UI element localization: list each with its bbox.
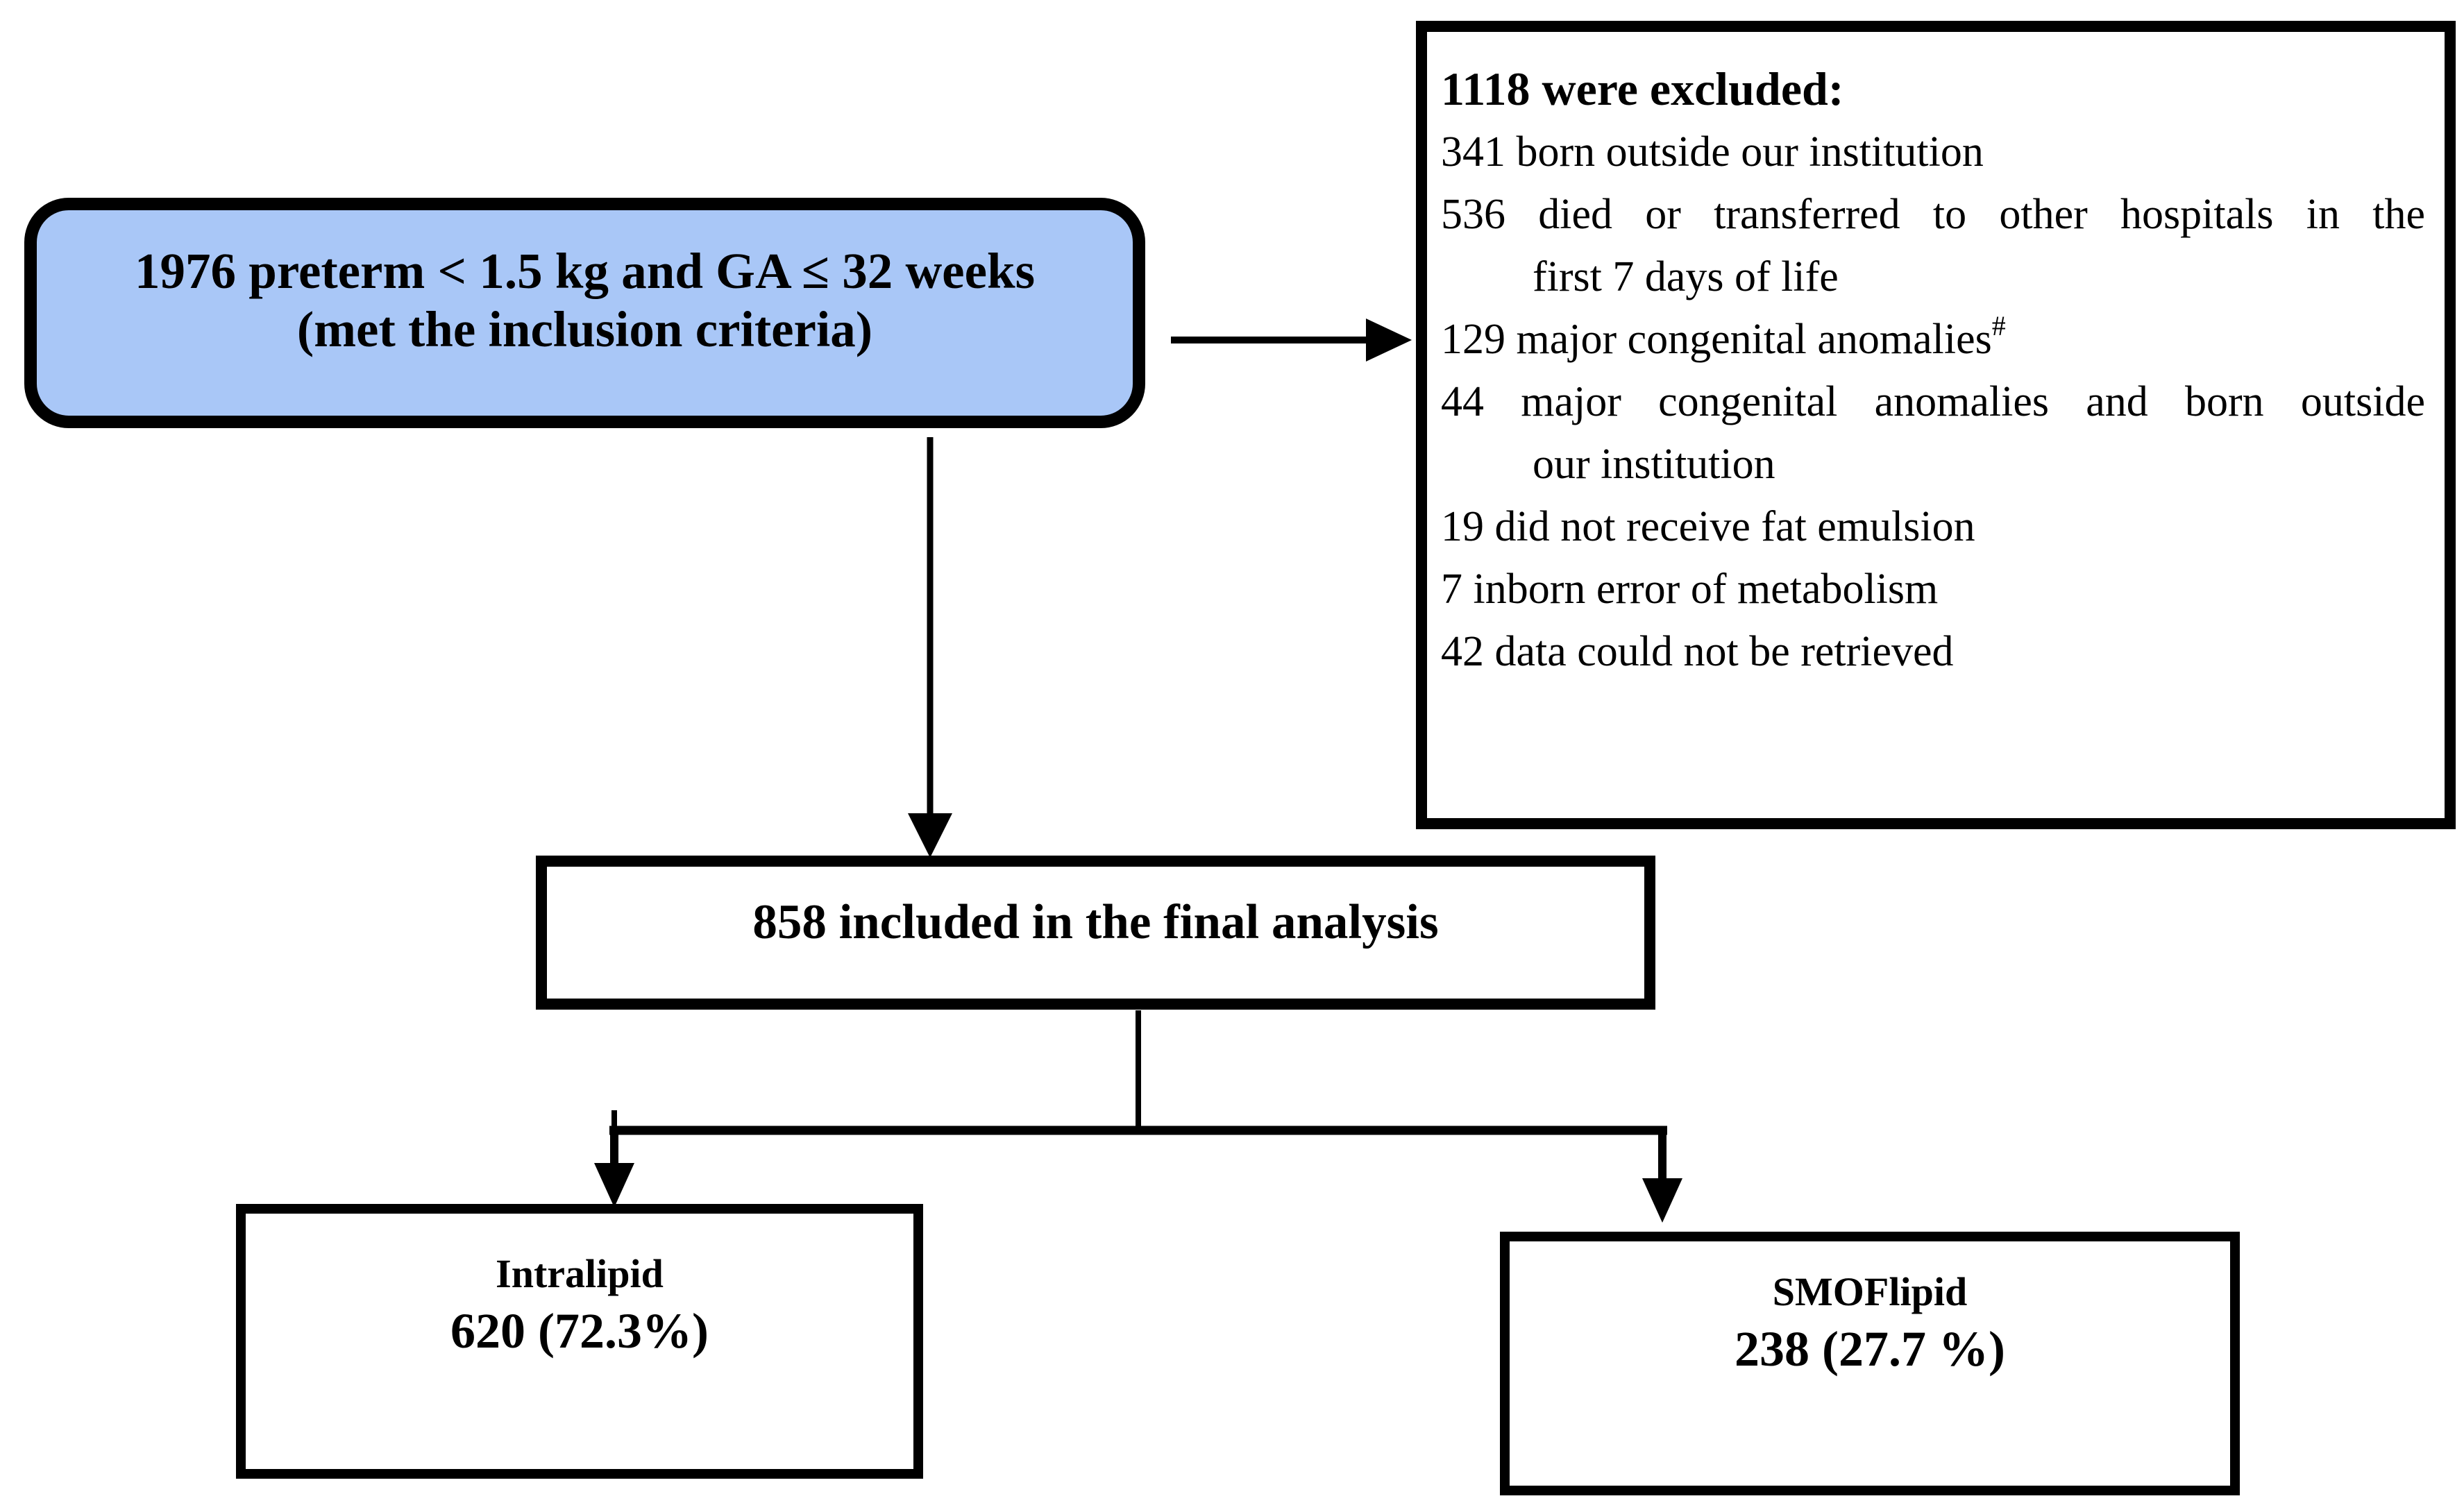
inclusion-line-2: (met the inclusion criteria) (296, 301, 873, 357)
exclusion-item-line: 341 born outside our institution (1441, 128, 1984, 176)
arrow-right-head-icon (1366, 319, 1412, 362)
exclusion-item-line: 536 died or transferred to other hospita… (1441, 191, 2425, 238)
analysis-box: 858 included in the final analysis (536, 856, 1655, 1010)
arrow-down-right-head-icon (1642, 1178, 1682, 1223)
arrow-down-left-head-icon (594, 1163, 634, 1207)
analysis-label: 858 included in the final analysis (752, 895, 1439, 949)
exclusion-item-line: 129 major congenital anomalies# (1441, 310, 2006, 363)
exclusion-item-line: 44 major congenital anomalies and born o… (1441, 378, 2425, 425)
inclusion-box: 1976 preterm < 1.5 kg and GA ≤ 32 weeks … (24, 198, 1145, 428)
group-box-intralipid: Intralipid 620 (72.3%) (236, 1204, 923, 1479)
arrow-down-head-icon (908, 813, 952, 858)
group-box-smoflipid: SMOFlipid 238 (27.7 %) (1500, 1232, 2240, 1495)
exclusion-item-line: our institution (1533, 441, 1775, 488)
smoflipid-value: 238 (27.7 %) (1735, 1321, 2005, 1377)
exclusion-box: 1118 were excluded: 341 born outside our… (1416, 21, 2456, 829)
exclusion-item-line: 19 did not receive fat emulsion (1441, 503, 1975, 550)
inclusion-line-1: 1976 preterm < 1.5 kg and GA ≤ 32 weeks (135, 243, 1035, 299)
exclusion-item-line: 42 data could not be retrieved (1441, 628, 1954, 675)
smoflipid-name: SMOFlipid (1772, 1269, 1968, 1314)
exclusion-title: 1118 were excluded: (1441, 62, 1844, 115)
superscript-marker: # (1991, 310, 2006, 342)
intralipid-name: Intralipid (496, 1251, 664, 1296)
exclusion-item-line: 7 inborn error of metabolism (1441, 566, 1939, 613)
exclusion-item-line: first 7 days of life (1533, 253, 1839, 300)
intralipid-value: 620 (72.3%) (450, 1303, 709, 1359)
exclusion-list: 341 born outside our institution 536 died… (1441, 121, 2425, 683)
